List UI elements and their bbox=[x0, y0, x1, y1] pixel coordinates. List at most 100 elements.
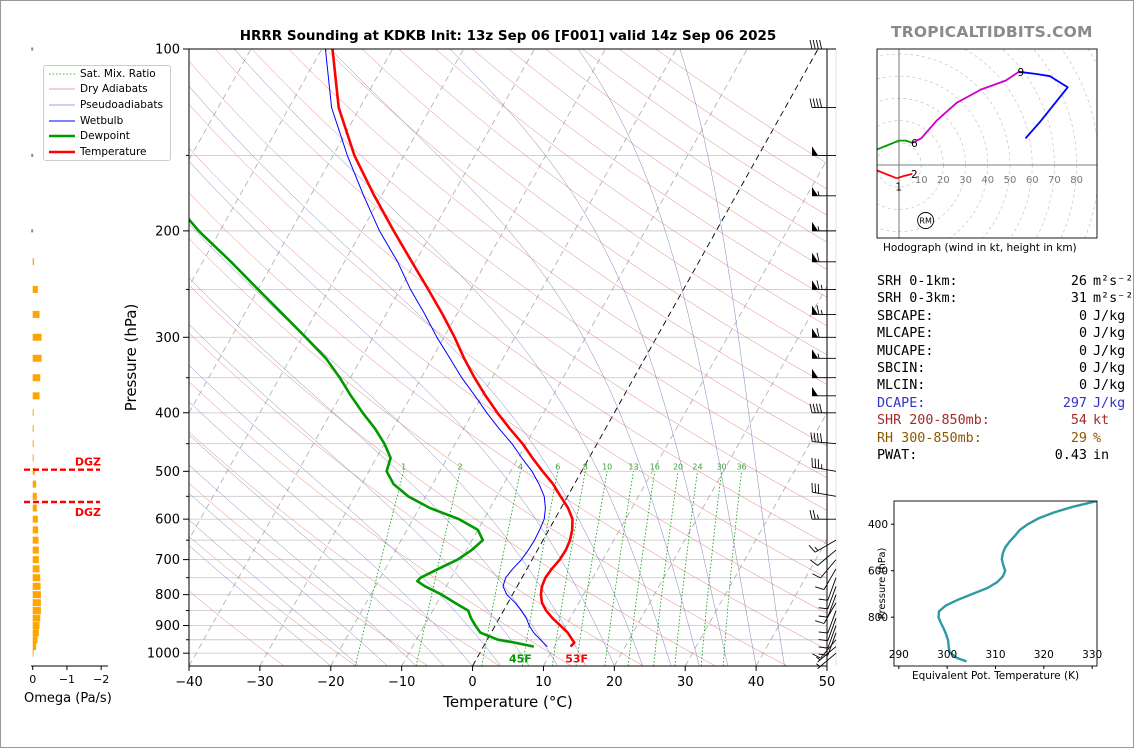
wind-barb-staff bbox=[820, 559, 837, 579]
wind-barb-staff bbox=[827, 625, 837, 649]
omega-bar bbox=[32, 556, 39, 564]
wind-barb-full bbox=[816, 280, 820, 290]
wind-barb bbox=[816, 646, 837, 663]
omega-tick-mark bbox=[31, 47, 34, 51]
wind-barb-flag bbox=[812, 328, 818, 338]
wind-barb-half bbox=[820, 284, 823, 290]
stat-row-sbcape: SBCAPE: 0 J/kg bbox=[877, 308, 1133, 325]
wind-barb bbox=[815, 602, 837, 624]
omega-bar bbox=[32, 374, 41, 382]
isotherm-line bbox=[330, 49, 677, 666]
hodograph-ring-label: 30 bbox=[959, 175, 972, 186]
wind-barb-full bbox=[815, 620, 825, 624]
x-tick-label: 50 bbox=[819, 675, 836, 690]
stat-row-srh-0-1km: SRH 0-1km: 26 m²s⁻² bbox=[877, 273, 1133, 290]
x-tick-label: 40 bbox=[748, 675, 765, 690]
legend-item-sat-mix-ratio: Sat. Mix. Ratio bbox=[80, 68, 156, 80]
omega-bar bbox=[32, 582, 41, 590]
mixing-ratio-label: 6 bbox=[555, 462, 560, 471]
pseudoadiabat bbox=[189, 519, 360, 666]
y-tick-label: 700 bbox=[155, 553, 180, 568]
stat-unit: J/kg bbox=[1093, 361, 1126, 377]
legend-swatches bbox=[49, 73, 75, 154]
omega-bar bbox=[32, 392, 40, 400]
omega-bar bbox=[32, 504, 37, 512]
dry-adiabat bbox=[189, 192, 827, 650]
wind-barb-half bbox=[816, 656, 821, 661]
omega-bar bbox=[32, 310, 40, 318]
wind-barb bbox=[812, 252, 836, 263]
wind-barb-staff bbox=[823, 602, 837, 624]
stat-value: 0 bbox=[1078, 378, 1087, 394]
omega-bar bbox=[32, 467, 35, 475]
y-axis-label: Pressure (hPa) bbox=[122, 304, 140, 412]
pseudoadiabat bbox=[189, 464, 416, 666]
wind-barb bbox=[812, 146, 836, 156]
wind-barb-flag bbox=[812, 252, 818, 262]
omega-bar bbox=[32, 515, 38, 523]
isotherm-line bbox=[543, 158, 827, 666]
stat-row-pwat: PWAT: 0.43 in bbox=[877, 447, 1133, 464]
stat-label: SRH 0-3km: bbox=[877, 291, 958, 307]
hodograph-height-label: 3 bbox=[858, 153, 865, 165]
y-tick-label: 900 bbox=[155, 619, 180, 634]
stat-label: SBCIN: bbox=[877, 361, 926, 377]
omega-bar bbox=[32, 546, 39, 554]
hodograph-height-label: 1 bbox=[895, 181, 902, 193]
omega-tick-mark bbox=[31, 229, 34, 233]
wind-barb bbox=[818, 632, 837, 656]
stat-unit: in bbox=[1093, 448, 1110, 464]
omega-bar bbox=[32, 480, 37, 488]
legend-item-wetbulb: Wetbulb bbox=[80, 115, 124, 127]
wind-barb bbox=[809, 39, 836, 50]
surface-temp-label: 53F bbox=[565, 653, 588, 666]
wind-barb-flag bbox=[812, 146, 818, 156]
omega-bar bbox=[32, 643, 37, 651]
wind-barb bbox=[812, 349, 836, 359]
wind-barb bbox=[818, 594, 837, 618]
wind-barb bbox=[818, 586, 837, 610]
wind-barb-full bbox=[812, 39, 816, 50]
stat-value: 54 bbox=[1070, 413, 1087, 429]
y-tick-label: 1000 bbox=[147, 647, 180, 662]
wind-barb-flag bbox=[812, 221, 818, 231]
stat-row-mlcape: MLCAPE: 0 J/kg bbox=[877, 325, 1133, 342]
wind-barb-full bbox=[818, 639, 828, 642]
wind-barb-full bbox=[809, 98, 813, 108]
x-tick-label: −30 bbox=[246, 675, 273, 690]
omega-bar bbox=[32, 526, 39, 534]
stat-value: 0 bbox=[1078, 308, 1087, 324]
wind-barb-flag bbox=[812, 186, 818, 196]
stat-row-srh-0-3km: SRH 0-3km: 31 m²s⁻² bbox=[877, 290, 1133, 307]
chart-legend: Sat. Mix. Ratio Dry Adiabats Pseudoadiab… bbox=[43, 65, 171, 161]
wind-barb bbox=[809, 510, 836, 520]
isotherm-line bbox=[472, 49, 819, 666]
site-watermark: TROPICALTIDBITS.COM bbox=[891, 23, 1093, 41]
stat-label: RH 300-850mb: bbox=[877, 430, 982, 446]
wind-barb bbox=[810, 432, 837, 445]
wind-barb-full bbox=[818, 631, 828, 634]
y-tick-label: 100 bbox=[155, 43, 180, 58]
omega-bar bbox=[32, 440, 34, 448]
mixing-ratio-label: 4 bbox=[518, 462, 523, 471]
mixing-ratio-line bbox=[722, 471, 742, 666]
omega-bar bbox=[32, 591, 41, 599]
stat-row-shear: SHR 200-850mb: 54 kt bbox=[877, 412, 1133, 429]
wind-barb bbox=[811, 482, 837, 497]
wind-barb bbox=[808, 539, 837, 553]
isotherm-line bbox=[259, 49, 606, 666]
wind-barb-full bbox=[819, 98, 823, 108]
wind-barb-staff bbox=[814, 539, 837, 553]
omega-bar bbox=[32, 607, 41, 615]
mixing-ratio-label: 20 bbox=[673, 462, 683, 471]
theta-e-y-axis-label: Pressure (hPa) bbox=[877, 548, 888, 620]
dry-adiabat bbox=[215, 49, 827, 511]
pseudoadiabat bbox=[234, 49, 672, 666]
omega-bar bbox=[32, 536, 39, 544]
y-tick-label: 400 bbox=[155, 406, 180, 421]
wind-barb-full bbox=[812, 653, 821, 659]
wind-barb-staff bbox=[817, 652, 837, 669]
isotherm-line bbox=[1, 49, 38, 666]
dry-adiabat bbox=[251, 49, 827, 479]
wind-barb-full bbox=[818, 598, 828, 601]
